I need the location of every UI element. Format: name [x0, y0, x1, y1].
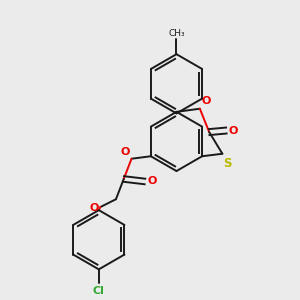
Text: O: O	[147, 176, 157, 187]
Text: CH₃: CH₃	[168, 29, 185, 38]
Text: Cl: Cl	[93, 286, 105, 296]
Text: O: O	[229, 125, 238, 136]
Text: S: S	[224, 157, 232, 170]
Text: O: O	[201, 96, 211, 106]
Text: O: O	[120, 148, 130, 158]
Text: O: O	[89, 203, 98, 213]
